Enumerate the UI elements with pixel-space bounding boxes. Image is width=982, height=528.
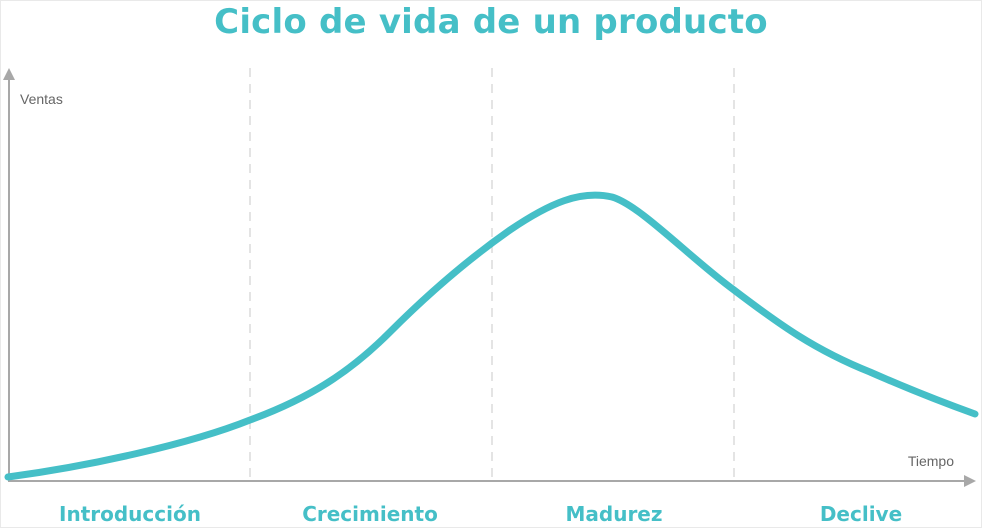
- diagram-title: Ciclo de vida de un producto: [214, 2, 768, 42]
- y-axis-label: Ventas: [20, 91, 63, 107]
- x-axis-arrow-icon: [964, 475, 976, 487]
- stage-label-introduccion: Introducción: [59, 502, 201, 526]
- stage-label-declive: Declive: [820, 502, 902, 526]
- y-axis-arrow-icon: [3, 68, 15, 80]
- stage-label-madurez: Madurez: [565, 502, 662, 526]
- stage-label-crecimiento: Crecimiento: [302, 502, 438, 526]
- x-axis-label: Tiempo: [908, 453, 954, 469]
- lifecycle-curve: [4, 191, 979, 481]
